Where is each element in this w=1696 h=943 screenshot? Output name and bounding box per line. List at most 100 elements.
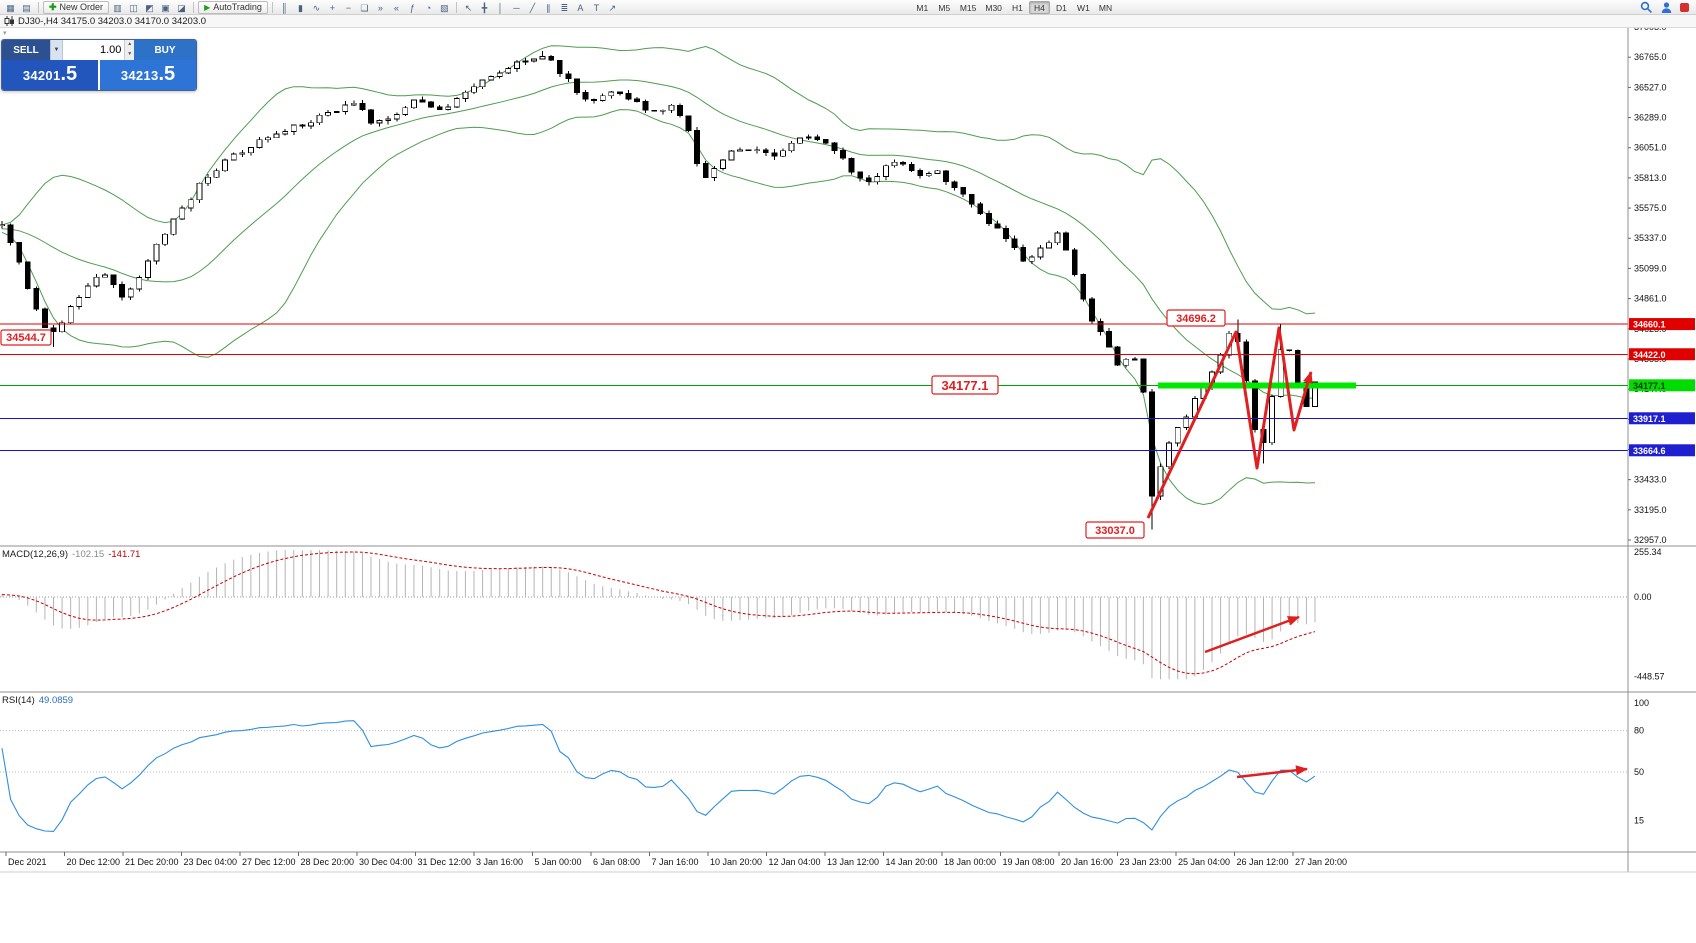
indicators-icon[interactable]: ƒ: [409, 2, 415, 13]
level-badge: [1629, 379, 1695, 392]
label-icon[interactable]: T: [593, 2, 600, 13]
cursor-icon[interactable]: ↖: [464, 2, 473, 13]
trend-zigzag-arrow[interactable]: [1146, 326, 1313, 519]
candle-body: [599, 95, 606, 102]
crosshair-icon[interactable]: ╋: [481, 2, 488, 13]
periods-icon[interactable]: ◔: [425, 2, 432, 13]
candle-body: [1286, 349, 1293, 352]
zoom-out-icon[interactable]: −: [345, 2, 352, 13]
timeframe-h1[interactable]: H1: [1011, 2, 1023, 13]
volume-down-button[interactable]: ▼: [127, 51, 133, 57]
macd-panel-area[interactable]: [0, 546, 1628, 692]
one-click-toggle-icon[interactable]: ▾: [3, 30, 7, 37]
macd-axis-label: -448.57: [1634, 671, 1665, 681]
time-axis-label: 30 Dec 04:00: [359, 857, 413, 867]
navigator-icon[interactable]: ◩: [145, 2, 154, 13]
vertical-line-icon[interactable]: │: [497, 2, 504, 13]
price-annotation-box[interactable]: [0, 329, 52, 346]
sell-button[interactable]: SELL: [2, 40, 50, 60]
candle-body: [719, 159, 726, 170]
timeframe-mn[interactable]: MN: [1098, 2, 1113, 13]
rsi-label: RSI(14) 49.0859: [2, 695, 73, 706]
search-icon[interactable]: [1640, 1, 1653, 14]
candle-body: [290, 124, 297, 132]
templates-icon[interactable]: ▧: [440, 2, 449, 13]
panel-icon-group: ▥ ◫ ◩ ▣ ◪: [110, 1, 189, 14]
time-axis-label: 20 Jan 16:00: [1061, 857, 1113, 867]
status-icon[interactable]: [1680, 2, 1689, 12]
strategy-tester-icon[interactable]: ◪: [177, 2, 186, 13]
candlestick-chart-icon: [4, 16, 14, 26]
candle-body: [780, 150, 786, 157]
volume-dropdown-button[interactable]: ▼: [50, 40, 63, 60]
arrows-icon[interactable]: ↗: [608, 2, 617, 13]
price-annotation: 34177.1: [942, 378, 989, 393]
buy-button[interactable]: BUY: [134, 40, 196, 60]
candle-body: [496, 72, 503, 78]
candle-body: [205, 176, 211, 184]
level-badge: [1629, 412, 1695, 425]
timeframe-m1[interactable]: M1: [916, 2, 929, 13]
thick-level-segment[interactable]: [1158, 382, 1356, 389]
macd-label: MACD(12,26,9) -102.15 -141.71: [2, 549, 140, 560]
auto-scroll-icon[interactable]: »: [377, 2, 383, 13]
timeframe-m15[interactable]: M15: [959, 2, 977, 13]
volume-up-button[interactable]: ▲: [127, 41, 133, 47]
new-order-button[interactable]: ✚ New Order: [43, 0, 110, 14]
volume-input[interactable]: [63, 40, 125, 60]
buy-price-box[interactable]: 34213 .5: [100, 60, 196, 90]
market-watch-icon[interactable]: ▥: [113, 2, 122, 13]
trendline-icon[interactable]: ╱: [529, 2, 536, 13]
time-axis-label: 18 Jan 00:00: [944, 857, 996, 867]
timeframe-d1[interactable]: D1: [1055, 2, 1067, 13]
price-annotation-box[interactable]: [1085, 521, 1145, 539]
candle-body: [814, 136, 821, 140]
line-chart-icon[interactable]: ∿: [312, 2, 321, 13]
zoom-in-icon[interactable]: +: [329, 2, 336, 13]
candle-body: [1046, 242, 1052, 249]
channel-icon[interactable]: ∥: [546, 2, 551, 13]
time-axis-label: 31 Dec 12:00: [418, 857, 472, 867]
price-annotation-box[interactable]: [1166, 309, 1226, 327]
horizontal-line-icon[interactable]: ─: [513, 2, 520, 13]
autotrading-button[interactable]: ▶ AutoTrading: [198, 0, 268, 14]
tile-windows-icon[interactable]: ❏: [360, 2, 369, 13]
toolbar-separator: [193, 1, 195, 13]
chart-shift-icon[interactable]: «: [393, 2, 399, 13]
terminal-icon[interactable]: ▣: [161, 2, 170, 13]
candle-body: [891, 161, 898, 167]
candle-body: [24, 261, 31, 289]
account-icon[interactable]: [1660, 1, 1673, 14]
candlesticks-icon[interactable]: ▮: [297, 2, 303, 13]
candle-body: [1277, 349, 1284, 397]
bar-chart-icon[interactable]: ║: [281, 2, 288, 13]
rsi-axis-label: 80: [1634, 726, 1644, 736]
candle-body: [960, 187, 967, 195]
text-icon[interactable]: A: [577, 2, 584, 13]
macd-trend-arrow[interactable]: [1204, 615, 1300, 654]
timeframe-w1[interactable]: W1: [1077, 2, 1090, 13]
timeframe-m30[interactable]: M30: [985, 2, 1002, 13]
fibonacci-icon[interactable]: ≣: [560, 2, 569, 13]
candle-body: [308, 122, 314, 127]
candle-body: [102, 274, 108, 278]
candle-body: [1183, 416, 1190, 428]
time-axis-label: 20 Dec 12:00: [67, 857, 121, 867]
timeframe-h4[interactable]: H4: [1028, 0, 1050, 14]
candle-body: [144, 260, 151, 279]
file-icon-group: ▦ ▤: [3, 1, 34, 14]
candle-body: [488, 76, 495, 81]
rsi-trend-arrow[interactable]: [1236, 765, 1308, 779]
sell-price-box[interactable]: 34201 .5: [2, 60, 100, 90]
candle-body: [634, 98, 640, 102]
new-chart-icon[interactable]: ▦: [6, 2, 15, 13]
candle-body: [187, 199, 194, 209]
main-chart-area[interactable]: [0, 28, 1628, 546]
price-annotation-box[interactable]: [931, 375, 999, 395]
data-window-icon[interactable]: ◫: [129, 2, 138, 13]
timeframe-m5[interactable]: M5: [938, 2, 951, 13]
profiles-icon[interactable]: ▤: [22, 2, 31, 13]
time-axis-label: 21 Dec 20:00: [125, 857, 179, 867]
